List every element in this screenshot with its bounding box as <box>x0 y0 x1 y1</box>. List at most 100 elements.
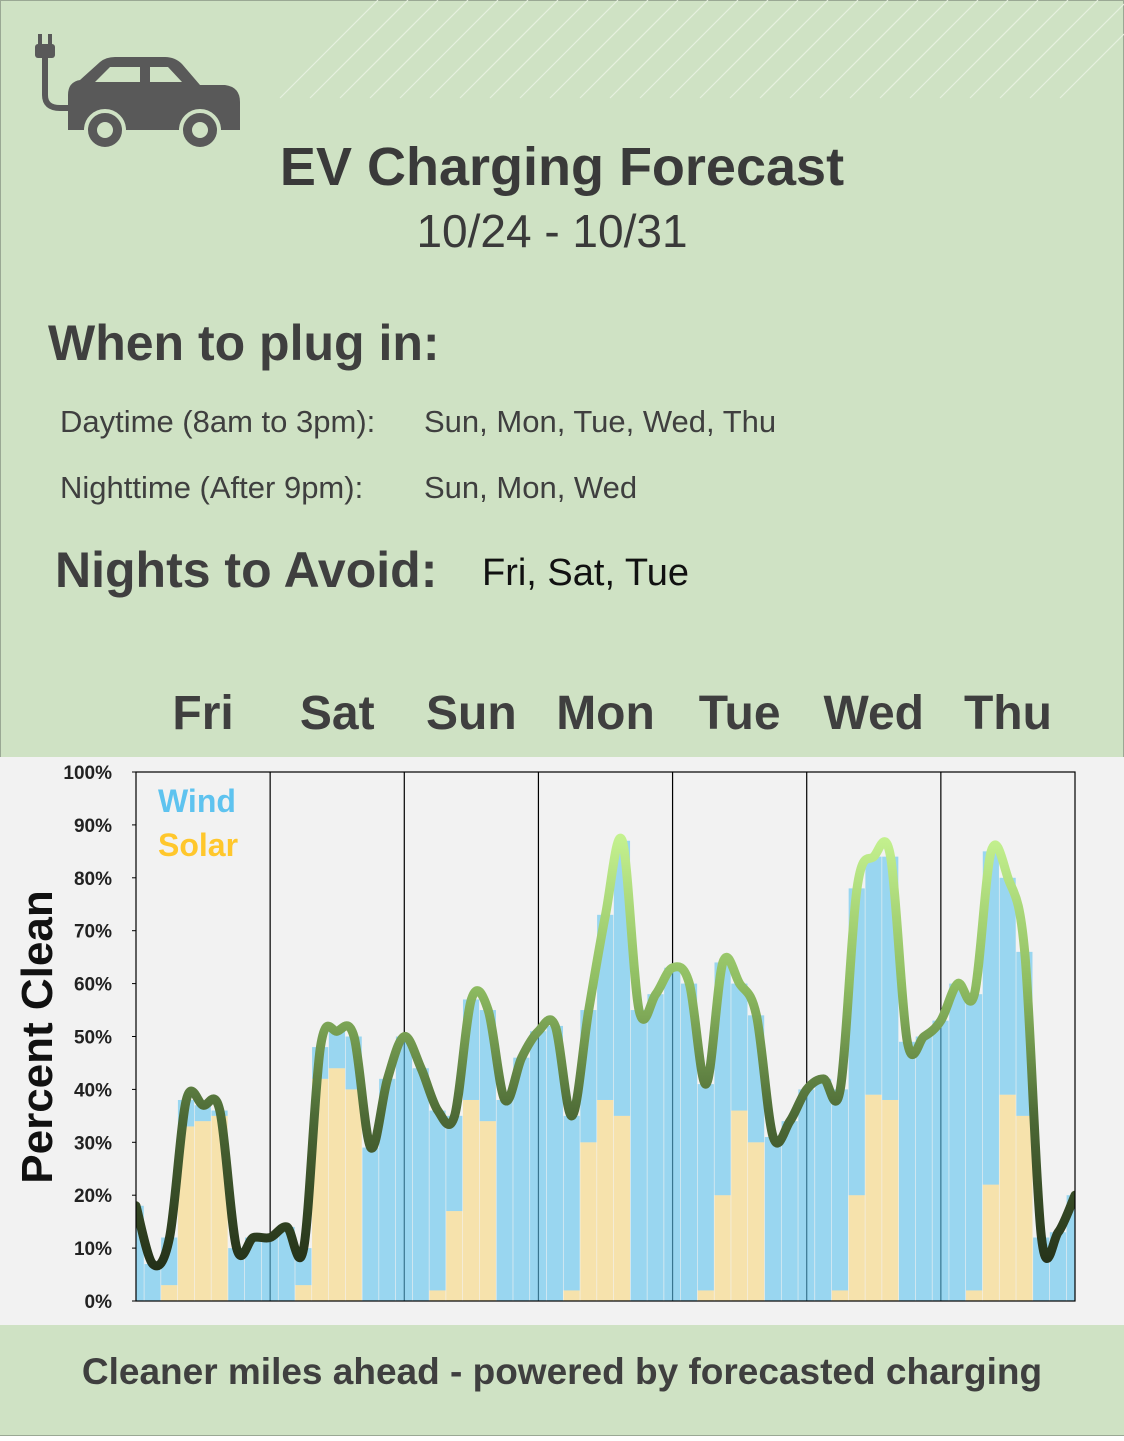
ev-icon <box>35 34 240 151</box>
bar-segment <box>999 877 1016 1095</box>
bar-segment <box>898 1041 916 1301</box>
bar-segment <box>563 1115 580 1291</box>
bar-segment <box>697 1084 714 1291</box>
bar-segment <box>932 1020 949 1301</box>
bar-segment <box>546 1025 563 1301</box>
title: EV Charging Forecast <box>280 137 844 197</box>
bar-segment <box>748 1142 765 1301</box>
y-tick-label: 40% <box>74 1080 112 1101</box>
bar-segment <box>798 1089 815 1301</box>
footer-band <box>0 1325 1124 1435</box>
bar-segment <box>194 1105 211 1122</box>
y-tick-label: 100% <box>63 763 112 784</box>
day-label: Mon <box>556 687 655 740</box>
bar-segment <box>949 983 966 1301</box>
bar-segment <box>597 1099 614 1301</box>
bar-segment <box>630 1010 647 1301</box>
bar-segment <box>362 1147 379 1301</box>
bar-segment <box>781 1121 798 1301</box>
plot-frame <box>135 771 1076 1302</box>
y-tick-label: 90% <box>74 816 112 837</box>
day-label: Wed <box>824 687 924 740</box>
chart: 0% 10% 20% 30% 40% 50% 60% 70% 80% 90% 100% Percent… <box>13 763 1076 1313</box>
bar-segment <box>530 1031 547 1301</box>
bar-segment <box>882 1099 899 1301</box>
bar-segment <box>479 1121 496 1301</box>
day-label: Thu <box>964 687 1052 740</box>
avoid-days: Fri, Sat, Tue <box>482 552 689 594</box>
bar-segment <box>446 1115 463 1212</box>
bar-segment <box>647 994 664 1301</box>
bar-segment <box>144 1263 161 1301</box>
y-tick-label: 60% <box>74 975 112 996</box>
daytime-label: Daytime (8am to 3pm): <box>60 404 375 439</box>
bar-segment <box>462 1099 480 1301</box>
bar-segment <box>966 994 983 1291</box>
bar-segment <box>714 1195 731 1301</box>
bar-segment <box>429 1110 446 1291</box>
clean-total-line <box>136 833 1075 1271</box>
bar-segment <box>580 1142 597 1301</box>
y-tick-label: 0% <box>85 1292 113 1313</box>
bar-segment <box>136 1205 144 1301</box>
bar-segment <box>412 1068 429 1301</box>
day-label: Sat <box>300 687 375 740</box>
bar-segment <box>513 1057 530 1301</box>
legend-entry: Wind <box>158 783 236 819</box>
y-tick-label: 20% <box>74 1186 112 1207</box>
bar-segment <box>731 983 748 1111</box>
y-tick-label: 50% <box>74 1028 112 1049</box>
bar-segment <box>345 1089 362 1301</box>
avoid-heading: Nights to Avoid: <box>55 542 437 598</box>
bar-segment <box>865 856 882 1095</box>
legend-entry: Solar <box>158 827 238 863</box>
bar-segment <box>982 1184 999 1301</box>
day-label: Sun <box>426 687 517 740</box>
y-tick-label: 30% <box>74 1133 112 1154</box>
bar-segment <box>815 1078 832 1301</box>
bar-segment <box>831 1290 849 1301</box>
bar-segment <box>915 1036 932 1301</box>
bar-segment <box>865 1094 882 1301</box>
day-label: Fri <box>172 687 233 740</box>
bar-segment <box>328 1068 345 1301</box>
bar-segment <box>161 1285 178 1301</box>
y-tick-label: 80% <box>74 869 112 890</box>
day-label: Tue <box>699 687 781 740</box>
y-axis-label: Percent Clean <box>13 890 62 1183</box>
bar-segment <box>848 1195 865 1301</box>
bar-segment <box>966 1290 983 1301</box>
bar-segment <box>194 1121 211 1301</box>
bar-segment <box>244 1237 262 1301</box>
nighttime-label: Nighttime (After 9pm): <box>60 470 363 505</box>
bar-segment <box>999 1094 1016 1301</box>
daytime-days: Sun, Mon, Tue, Wed, Thu <box>424 404 776 439</box>
bar-segment <box>680 983 698 1301</box>
bar-segment <box>429 1290 446 1301</box>
bar-segment <box>664 967 681 1301</box>
bar-segment <box>496 1099 513 1301</box>
bar-segment <box>613 1115 631 1301</box>
y-tick-label: 10% <box>74 1239 112 1260</box>
footer: Cleaner miles ahead - powered by forecas… <box>82 1351 1042 1392</box>
bar-segment <box>328 1031 345 1069</box>
bar-segment <box>395 1036 413 1301</box>
bar-segment <box>379 1078 396 1301</box>
bar-segment <box>1066 1195 1075 1301</box>
plug-in-heading: When to plug in: <box>48 315 440 371</box>
bar-segment <box>261 1237 278 1301</box>
date-range: 10/24 - 10/31 <box>416 205 687 257</box>
y-tick-label: 70% <box>74 922 112 943</box>
bar-segment <box>764 1137 781 1301</box>
decorative-stripes <box>279 0 1124 99</box>
bar-segment <box>697 1290 714 1301</box>
nighttime-days: Sun, Mon, Wed <box>424 470 637 505</box>
bar-segment <box>831 1089 849 1291</box>
bar-segment <box>563 1290 580 1301</box>
bar-segment <box>982 851 999 1185</box>
bar-segment <box>228 1248 245 1301</box>
bar-segment <box>731 1110 748 1301</box>
bar-segment <box>295 1285 312 1301</box>
